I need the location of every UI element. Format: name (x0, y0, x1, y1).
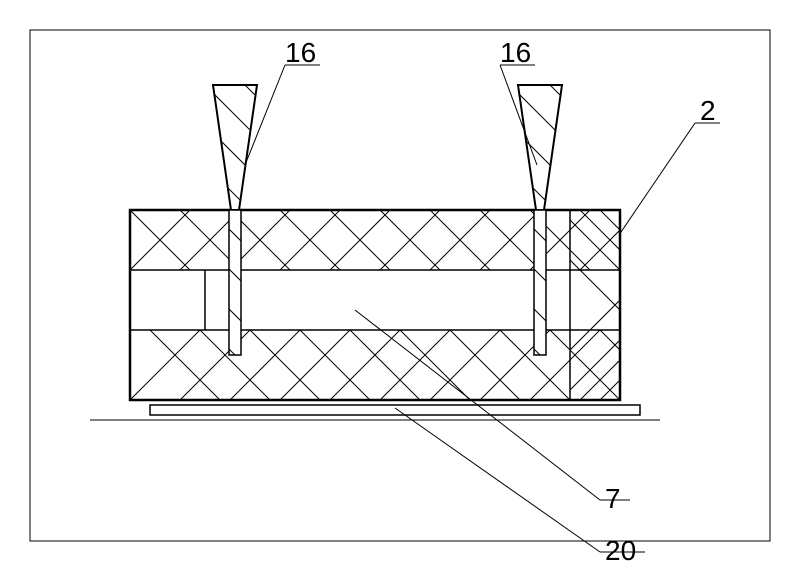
page-border (30, 30, 770, 541)
leaders (245, 65, 695, 552)
label-16-right: 16 (500, 37, 531, 68)
callout-labels: 16 16 2 7 20 (285, 37, 720, 566)
label-20: 20 (605, 535, 636, 566)
section-body (70, 150, 780, 460)
label-7: 7 (605, 483, 621, 514)
label-2: 2 (700, 95, 716, 126)
section-diagram: 16 16 2 7 20 (0, 0, 800, 571)
label-16-left: 16 (285, 37, 316, 68)
